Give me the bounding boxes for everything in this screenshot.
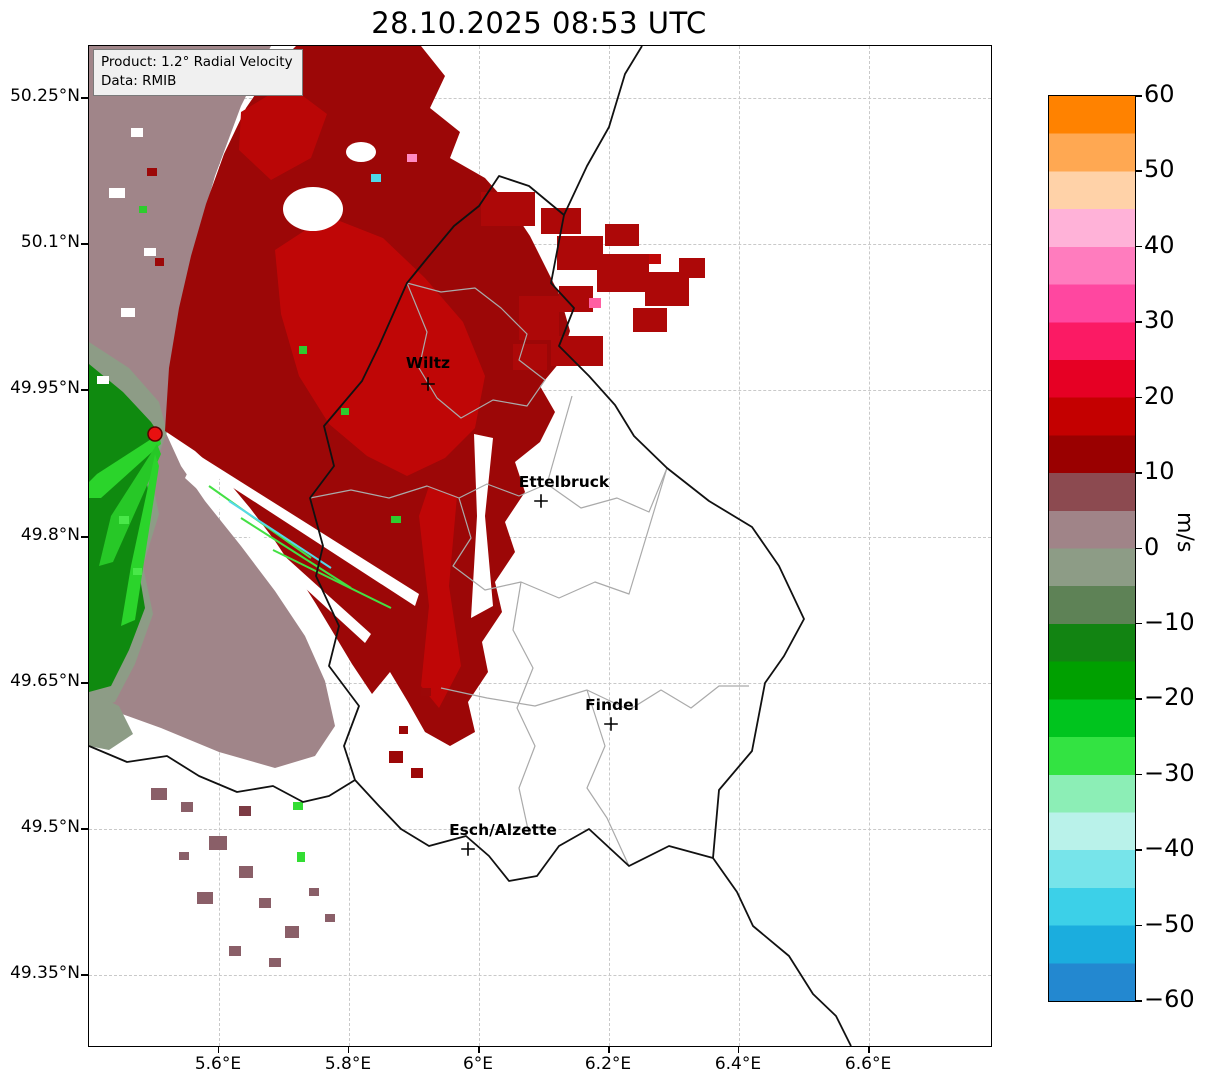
near-zero-outbound-region [89,46,335,768]
city-label-wiltz: Wiltz [406,354,450,372]
gridline-vertical [738,46,740,1046]
x-tick-label: 6.6°E [844,1054,892,1074]
x-axis-tick [868,1046,870,1053]
colorbar-tick-label: 10 [1144,457,1175,486]
colorbar-tick-label: 0 [1144,532,1160,561]
x-tick-label: 5.6°E [194,1054,242,1074]
colorbar-tick [1135,245,1142,248]
x-tick-label: 6.2°E [584,1054,632,1074]
data-source-label: Data: RMIB [101,72,177,89]
outbound-bright-patches [239,84,485,708]
y-tick-label: 49.5°N [20,817,80,837]
y-tick-label: 49.35°N [10,963,80,983]
y-tick-label: 49.65°N [10,671,80,691]
city-marker-findel: Findel [585,696,639,731]
colorbar-tick [1135,924,1142,927]
y-axis-tick [81,974,88,976]
y-axis-tick [81,97,88,99]
city-label-ettelbruck: Ettelbruck [519,473,610,491]
colorbar-tick [1135,849,1142,851]
colorbar-unit-label: m/s [1172,512,1197,553]
x-tick-label: 6.4°E [714,1054,762,1074]
colorbar-tick [1135,698,1142,700]
gridline-horizontal [89,829,991,830]
y-axis-tick [81,828,88,830]
y-tick-label: 50.1°N [20,232,80,252]
y-tick-label: 50.25°N [10,86,80,106]
velocity-field [89,46,705,967]
y-tick-label: 49.95°N [10,378,80,398]
gridline-vertical [609,46,610,1046]
city-marker-esch-alzette: Esch/Alzette [449,821,557,856]
city-marker-ettelbruck: Ettelbruck [519,473,610,508]
colorbar-tick [1135,95,1142,97]
near-zero-inbound-region-2 [89,692,133,750]
x-tick-label: 5.8°E [324,1054,372,1074]
colorbar-tick-label: 50 [1144,155,1175,184]
x-axis-tick [737,1046,740,1053]
colorbar-gradient [1048,95,1136,1002]
colorbar-tick [1135,396,1142,399]
colorbar-tick [1135,472,1142,474]
colorbar-tick-label: −60 [1144,985,1195,1013]
radar-echo-speckles [208,154,417,609]
colorbar-tick [1135,170,1142,172]
colorbar-tick [1135,622,1142,625]
colorbar-tick-label: 30 [1144,306,1175,335]
colorbar-tick-label: −40 [1144,834,1195,863]
luxembourg-border [309,175,805,882]
colorbar-tick-label: −20 [1144,683,1195,712]
x-axis-tick [347,1046,350,1053]
france-germany-border [712,857,852,1046]
colorbar-tick [1135,1000,1142,1002]
product-label: Product: 1.2° Radial Velocity [101,54,293,70]
city-marker-wiltz: Wiltz [406,354,450,391]
inbound-bright-streaks [89,434,161,626]
y-axis-tick [81,536,88,538]
city-markers: Wiltz Ettelbruck Findel Esch/Alzette [406,354,639,856]
echo-free-gaps [181,142,493,643]
gridline-horizontal [89,683,991,684]
radar-velocity-map: Wiltz Ettelbruck Findel Esch/Alzette [89,46,852,1046]
y-axis-tick [81,389,88,391]
figure-title: 28.10.2025 08:53 UTC [371,6,707,40]
colorbar-tick-label: −50 [1144,909,1195,938]
y-axis-tick [81,682,88,684]
x-axis-tick [608,1046,610,1053]
x-tick-label: 6°E [462,1054,494,1074]
country-borders [89,46,852,1046]
gridline-horizontal [89,98,991,99]
colorbar-tick [1135,773,1142,776]
map-plot: Wiltz Ettelbruck Findel Esch/Alzette [88,45,992,1047]
x-axis-tick [478,1046,480,1053]
product-info-box: Product: 1.2° Radial Velocity Data: RMIB [93,49,303,96]
canton-borders [309,282,749,867]
city-label-esch-alzette: Esch/Alzette [449,821,557,839]
gridline-horizontal [89,537,991,538]
colorbar-tick-label: −30 [1144,758,1195,787]
belgium-germany-border [563,46,643,216]
y-tick-label: 49.8°N [20,525,80,545]
y-axis-tick [81,243,88,245]
gridline-horizontal [89,975,991,976]
gridline-vertical [869,46,871,1046]
radar-site-marker [147,426,163,442]
southern-weak-echoes [151,688,431,967]
colorbar-tick [1135,547,1142,549]
colorbar-tick-label: −10 [1144,607,1195,636]
colorbar-tick-label: 20 [1144,381,1175,410]
colorbar-tick [1135,321,1142,323]
colorbar-tick-label: 60 [1144,80,1175,108]
colorbar-tick-label: 40 [1144,230,1175,259]
france-belgium-border [89,745,356,803]
gridline-horizontal [89,244,991,245]
x-axis-tick [217,1046,220,1053]
city-label-findel: Findel [585,696,639,714]
